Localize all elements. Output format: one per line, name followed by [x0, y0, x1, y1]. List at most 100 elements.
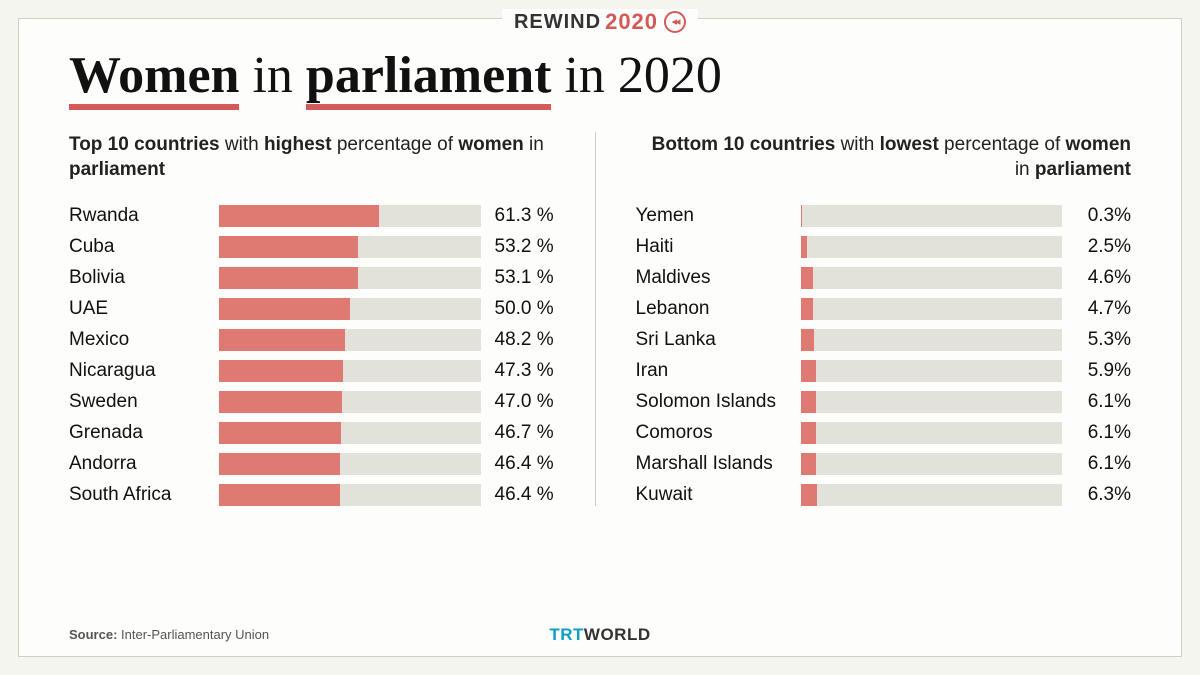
- bar-row: Bolivia 53.1 %: [69, 267, 565, 289]
- bar-track: [801, 236, 1063, 258]
- bar-fill: [801, 205, 802, 227]
- value-label: 5.9%: [1076, 360, 1131, 382]
- bar-fill: [219, 453, 340, 475]
- value-label: 46.7 %: [495, 422, 565, 444]
- bar-track: [219, 391, 481, 413]
- bar-track: [219, 329, 481, 351]
- bar-fill: [801, 391, 817, 413]
- country-label: Comoros: [636, 422, 801, 444]
- bar-fill: [801, 298, 813, 320]
- value-label: 0.3%: [1076, 205, 1131, 227]
- bar-row: Andorra 46.4 %: [69, 453, 565, 475]
- value-label: 46.4 %: [495, 453, 565, 475]
- value-label: 53.2 %: [495, 236, 565, 258]
- bar-row: Cuba 53.2 %: [69, 236, 565, 258]
- bar-row: Sri Lanka 5.3%: [636, 329, 1132, 351]
- country-label: Maldives: [636, 267, 801, 289]
- title-word-women: Women: [69, 47, 239, 110]
- bar-row: Rwanda 61.3 %: [69, 205, 565, 227]
- bar-row: Marshall Islands 6.1%: [636, 453, 1132, 475]
- bar-fill: [801, 360, 816, 382]
- bar-track: [801, 422, 1063, 444]
- brand-logo: TRTWORLD: [549, 625, 650, 645]
- bar-fill: [219, 329, 345, 351]
- bar-track: [219, 422, 481, 444]
- bar-fill: [801, 329, 815, 351]
- country-label: Cuba: [69, 236, 219, 258]
- value-label: 47.0 %: [495, 391, 565, 413]
- bar-track: [219, 453, 481, 475]
- bar-track: [801, 329, 1063, 351]
- value-label: 6.1%: [1076, 391, 1131, 413]
- rewind-icon: [664, 11, 686, 33]
- rewind-badge: REWIND 2020: [502, 9, 698, 35]
- footer: Source: Inter-Parliamentary Union TRTWOR…: [69, 627, 1131, 642]
- value-label: 6.3%: [1076, 484, 1131, 506]
- bar-row: Kuwait6.3%: [636, 484, 1132, 506]
- bar-track: [219, 360, 481, 382]
- country-label: Lebanon: [636, 298, 801, 320]
- bar-fill: [801, 453, 817, 475]
- chart-columns: Top 10 countries with highest percentage…: [69, 132, 1131, 506]
- country-label: Marshall Islands: [636, 453, 801, 475]
- bar-row: Grenada 46.7 %: [69, 422, 565, 444]
- bar-fill: [219, 360, 343, 382]
- rewind-year: 2020: [605, 9, 658, 35]
- value-label: 46.4 %: [495, 484, 565, 506]
- value-label: 4.6%: [1076, 267, 1131, 289]
- country-label: Grenada: [69, 422, 219, 444]
- bar-fill: [801, 236, 808, 258]
- top10-rows: Rwanda 61.3 % Cuba 53.2 % Bolivia 53.1 % UAE50…: [69, 205, 565, 506]
- bar-track: [219, 267, 481, 289]
- top10-column: Top 10 countries with highest percentage…: [69, 132, 595, 506]
- bar-row: Haiti 2.5%: [636, 236, 1132, 258]
- value-label: 5.3%: [1076, 329, 1131, 351]
- country-label: Andorra: [69, 453, 219, 475]
- bar-track: [801, 484, 1063, 506]
- country-label: Sweden: [69, 391, 219, 413]
- bar-row: Maldives 4.6%: [636, 267, 1132, 289]
- country-label: Sri Lanka: [636, 329, 801, 351]
- bar-fill: [801, 422, 817, 444]
- bar-track: [219, 205, 481, 227]
- bar-row: Sweden 47.0 %: [69, 391, 565, 413]
- value-label: 53.1 %: [495, 267, 565, 289]
- infographic-frame: REWIND 2020 Women in parliament in 2020 …: [18, 18, 1182, 657]
- bar-track: [801, 298, 1063, 320]
- country-label: Bolivia: [69, 267, 219, 289]
- value-label: 50.0 %: [495, 298, 565, 320]
- bar-row: Lebanon4.7%: [636, 298, 1132, 320]
- country-label: Yemen: [636, 205, 801, 227]
- bar-row: Nicaragua47.3 %: [69, 360, 565, 382]
- value-label: 47.3 %: [495, 360, 565, 382]
- bar-row: Mexico48.2 %: [69, 329, 565, 351]
- bar-row: Comoros6.1%: [636, 422, 1132, 444]
- bar-fill: [219, 484, 340, 506]
- bar-fill: [219, 391, 342, 413]
- bar-fill: [801, 267, 813, 289]
- bar-fill: [219, 205, 379, 227]
- value-label: 48.2 %: [495, 329, 565, 351]
- source-label: Source:: [69, 627, 117, 642]
- source-value: Inter-Parliamentary Union: [117, 627, 269, 642]
- bar-fill: [219, 267, 358, 289]
- bar-fill: [219, 298, 350, 320]
- country-label: Iran: [636, 360, 801, 382]
- bar-track: [801, 267, 1063, 289]
- bar-fill: [219, 422, 341, 444]
- bottom10-rows: Yemen 0.3% Haiti 2.5% Maldives 4.6% Lebanon4.7…: [636, 205, 1132, 506]
- value-label: 61.3 %: [495, 205, 565, 227]
- country-label: Solomon Islands: [636, 391, 801, 413]
- country-label: South Africa: [69, 484, 219, 506]
- value-label: 6.1%: [1076, 453, 1131, 475]
- value-label: 2.5%: [1076, 236, 1131, 258]
- bar-track: [801, 391, 1063, 413]
- bottom10-column: Bottom 10 countries with lowest percenta…: [595, 132, 1132, 506]
- bar-track: [219, 484, 481, 506]
- bar-track: [801, 453, 1063, 475]
- country-label: Rwanda: [69, 205, 219, 227]
- bar-row: Iran 5.9%: [636, 360, 1132, 382]
- country-label: Haiti: [636, 236, 801, 258]
- bar-row: UAE50.0 %: [69, 298, 565, 320]
- bar-row: South Africa 46.4 %: [69, 484, 565, 506]
